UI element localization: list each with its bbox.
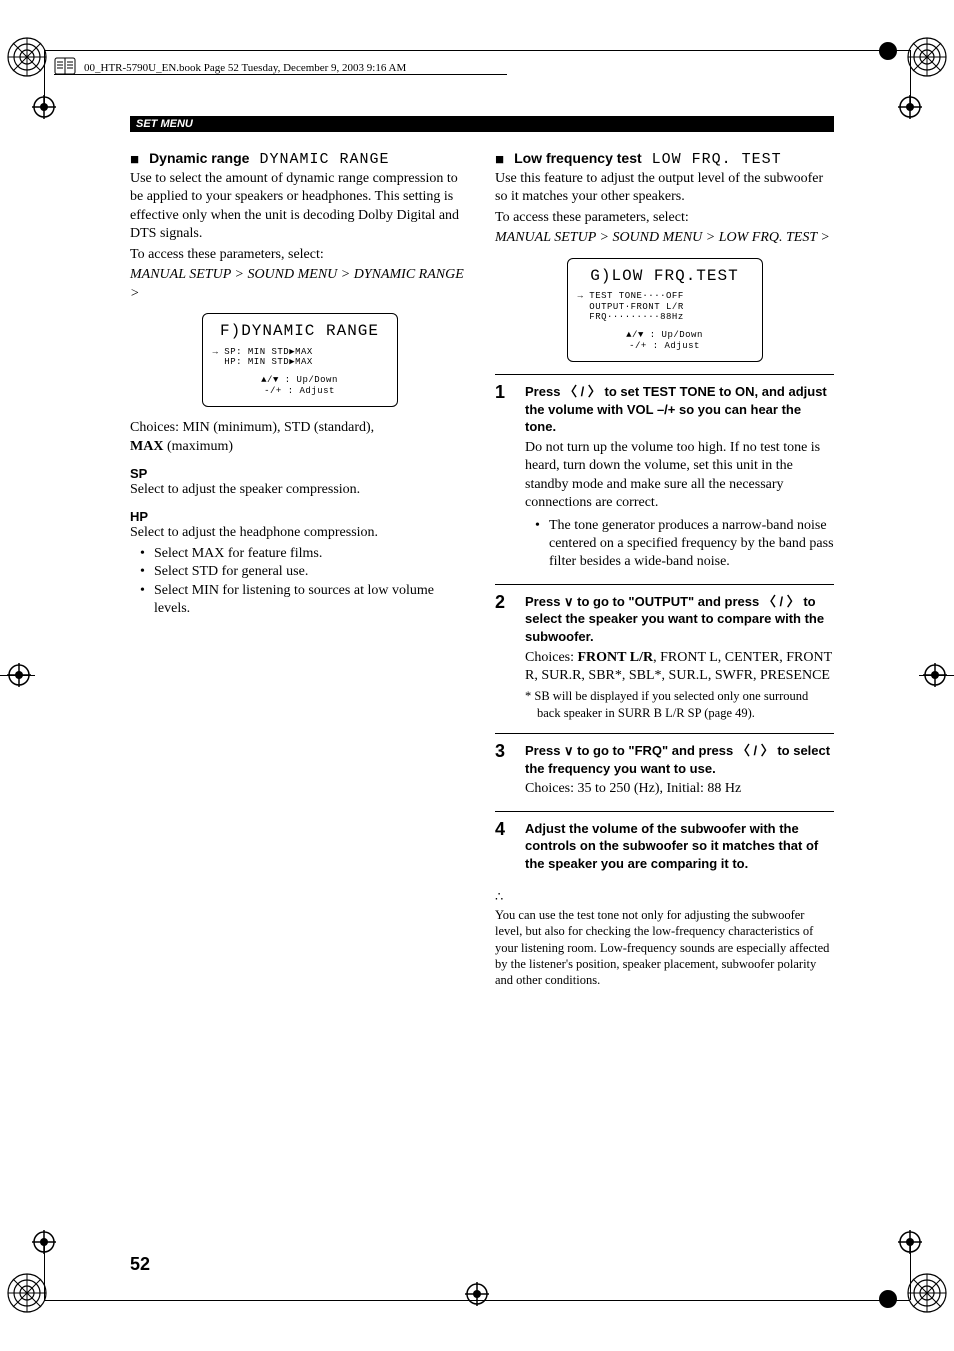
screen-hint: ▲/▼ : Up/Down: [213, 375, 387, 385]
left-column: ■ Dynamic range DYNAMIC RANGE Use to sel…: [130, 150, 469, 988]
page-content: SET MENU ■ Dynamic range DYNAMIC RANGE U…: [130, 116, 834, 988]
frame-tick-left: [0, 675, 35, 676]
step-number: 2: [495, 593, 513, 721]
screen-hint: ▲/▼ : Up/Down: [578, 330, 752, 340]
low-freq-osd: LOW FRQ. TEST: [652, 151, 782, 168]
tip-icon: ∴: [495, 889, 834, 905]
list-item: Select STD for general use.: [130, 563, 469, 581]
low-freq-screen: G)LOW FRQ.TEST → TEST TONE····OFF OUTPUT…: [567, 258, 763, 362]
frame-line: [910, 50, 911, 110]
screen-line: HP: MIN STD▶MAX: [213, 357, 387, 367]
choices-text: Choices: MIN (minimum), STD (standard),: [130, 420, 374, 435]
frame-line: [44, 50, 45, 110]
dynamic-range-screen: F)DYNAMIC RANGE → SP: MIN STD▶MAX HP: MI…: [202, 313, 398, 407]
step-title: Press ∨ to go to "FRQ" and press 〈 / 〉 t…: [525, 742, 834, 777]
sp-heading: SP: [130, 466, 469, 481]
step-text: Choices: FRONT L/R, FRONT L, CENTER, FRO…: [525, 649, 834, 686]
step-title: Press ∨ to go to "OUTPUT" and press 〈 / …: [525, 593, 834, 646]
screen-title: G)LOW FRQ.TEST: [578, 267, 752, 285]
dynamic-range-osd: DYNAMIC RANGE: [259, 151, 389, 168]
square-bullet-icon: ■: [130, 153, 139, 168]
step-1: 1 Press 〈 / 〉 to set TEST TONE to ON, an…: [495, 374, 834, 572]
corner-mark: [906, 1272, 948, 1319]
low-freq-title: Low frequency test: [514, 150, 642, 166]
reg-mark-bot-center: [465, 1282, 489, 1306]
tip-text: You can use the test tone not only for a…: [495, 907, 834, 988]
list-item: Select MIN for listening to sources at l…: [130, 582, 469, 619]
page-number: 52: [130, 1254, 150, 1275]
right-column: ■ Low frequency test LOW FRQ. TEST Use t…: [495, 150, 834, 988]
access-line: To access these parameters, select:: [130, 246, 469, 264]
corner-dot: [879, 42, 897, 60]
step-number: 1: [495, 383, 513, 572]
list-item: Select MAX for feature films.: [130, 545, 469, 563]
set-menu-bar: SET MENU: [130, 116, 834, 132]
step-3: 3 Press ∨ to go to "FRQ" and press 〈 / 〉…: [495, 733, 834, 799]
screen-line: → SP: MIN STD▶MAX: [213, 347, 387, 357]
corner-mark: [6, 36, 48, 83]
square-bullet-icon: ■: [495, 153, 504, 168]
hp-heading: HP: [130, 509, 469, 524]
step-number: 3: [495, 742, 513, 799]
header-underline: [54, 74, 507, 75]
list-item: The tone generator produces a narrow-ban…: [525, 517, 834, 572]
screen-hint: -/+ : Adjust: [213, 386, 387, 396]
screen-line: → TEST TONE····OFF: [578, 291, 752, 301]
corner-mark: [906, 36, 948, 83]
step-text: Do not turn up the volume too high. If n…: [525, 439, 834, 513]
low-freq-intro: Use this feature to adjust the output le…: [495, 170, 834, 207]
step-2: 2 Press ∨ to go to "OUTPUT" and press 〈 …: [495, 584, 834, 721]
step-title: Press 〈 / 〉 to set TEST TONE to ON, and …: [525, 383, 834, 436]
corner-mark: [6, 1272, 48, 1319]
choices-bold: MAX: [130, 439, 163, 454]
screen-line: OUTPUT·FRONT L/R: [578, 302, 752, 312]
hp-text: Select to adjust the headphone compressi…: [130, 524, 469, 542]
frame-tick-right: [919, 675, 954, 676]
screen-title: F)DYNAMIC RANGE: [213, 322, 387, 340]
header-filename: 00_HTR-5790U_EN.book Page 52 Tuesday, De…: [84, 62, 406, 74]
frame-line: [44, 1240, 45, 1300]
step-number: 4: [495, 820, 513, 876]
sp-text: Select to adjust the speaker compression…: [130, 481, 469, 499]
corner-dot: [879, 1290, 897, 1308]
access-line: To access these parameters, select:: [495, 209, 834, 227]
choices-tail: (maximum): [163, 439, 233, 454]
dynamic-range-intro: Use to select the amount of dynamic rang…: [130, 170, 469, 244]
frame-line: [910, 1240, 911, 1300]
frame-line-top: [44, 50, 910, 51]
dynamic-range-title: Dynamic range: [149, 150, 249, 166]
step-text: Choices: 35 to 250 (Hz), Initial: 88 Hz: [525, 780, 834, 798]
step-4: 4 Adjust the volume of the subwoofer wit…: [495, 811, 834, 876]
step-note: * SB will be displayed if you selected o…: [525, 688, 834, 721]
screen-hint: -/+ : Adjust: [578, 341, 752, 351]
choices-line: Choices: MIN (minimum), STD (standard), …: [130, 419, 469, 456]
screen-line: FRQ·········88Hz: [578, 312, 752, 322]
step-title: Adjust the volume of the subwoofer with …: [525, 820, 834, 873]
hp-bullets: Select MAX for feature films. Select STD…: [130, 545, 469, 619]
menu-path: MANUAL SETUP > SOUND MENU > LOW FRQ. TES…: [495, 229, 834, 247]
menu-path: MANUAL SETUP > SOUND MENU > DYNAMIC RANG…: [130, 266, 469, 303]
